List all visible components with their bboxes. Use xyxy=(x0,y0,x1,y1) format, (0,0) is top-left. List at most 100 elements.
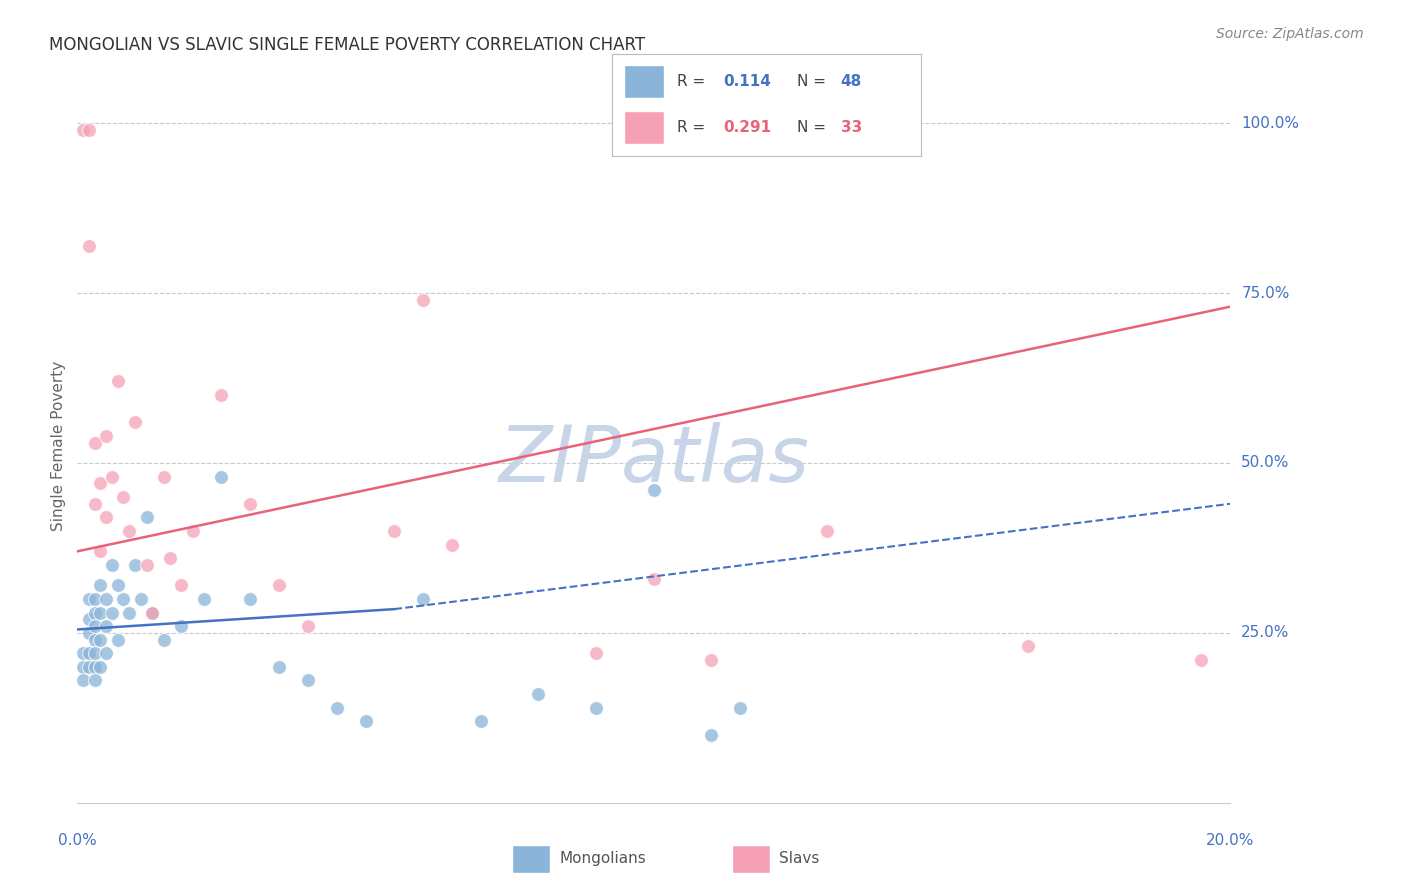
Point xyxy=(96,429,118,443)
Bar xyxy=(731,845,770,873)
Point xyxy=(441,537,464,551)
Text: N =: N = xyxy=(797,120,831,135)
Point xyxy=(72,123,94,137)
Point xyxy=(89,632,111,647)
Point xyxy=(83,619,105,633)
Point xyxy=(96,646,118,660)
Point xyxy=(83,591,105,606)
Point xyxy=(181,524,204,538)
Point xyxy=(107,632,129,647)
Text: 25.0%: 25.0% xyxy=(1241,625,1289,640)
Point xyxy=(159,551,181,566)
Point xyxy=(83,435,105,450)
Bar xyxy=(624,111,664,144)
Point xyxy=(89,660,111,674)
Point xyxy=(83,673,105,688)
Point xyxy=(700,653,723,667)
Point xyxy=(101,606,124,620)
Point xyxy=(124,415,146,429)
Point xyxy=(153,632,174,647)
Text: Source: ZipAtlas.com: Source: ZipAtlas.com xyxy=(1216,27,1364,41)
Point xyxy=(118,606,141,620)
Point xyxy=(101,469,124,483)
Point xyxy=(141,606,163,620)
Point xyxy=(89,578,111,592)
Point xyxy=(77,626,100,640)
Point xyxy=(211,388,233,402)
Point xyxy=(527,687,550,701)
Text: MONGOLIAN VS SLAVIC SINGLE FEMALE POVERTY CORRELATION CHART: MONGOLIAN VS SLAVIC SINGLE FEMALE POVERT… xyxy=(49,36,645,54)
Point xyxy=(124,558,146,572)
Point xyxy=(77,660,100,674)
Point xyxy=(1018,640,1040,654)
Point xyxy=(239,497,262,511)
Point xyxy=(170,578,193,592)
Text: 75.0%: 75.0% xyxy=(1241,285,1289,301)
Point xyxy=(77,646,100,660)
Point xyxy=(1191,653,1213,667)
Point xyxy=(730,700,752,714)
Point xyxy=(141,606,163,620)
Point xyxy=(77,123,100,137)
Text: 33: 33 xyxy=(841,120,862,135)
Point xyxy=(585,700,607,714)
Point xyxy=(83,660,105,674)
Point xyxy=(382,524,406,538)
Bar xyxy=(512,845,550,873)
Point xyxy=(135,558,157,572)
Point xyxy=(585,646,607,660)
Text: 20.0%: 20.0% xyxy=(1206,833,1254,848)
Point xyxy=(83,497,105,511)
Point xyxy=(77,238,100,252)
Text: 100.0%: 100.0% xyxy=(1241,116,1299,131)
Text: N =: N = xyxy=(797,74,831,88)
Point xyxy=(211,469,233,483)
Point xyxy=(643,483,665,498)
Point xyxy=(239,591,262,606)
Point xyxy=(470,714,492,729)
Bar xyxy=(624,65,664,97)
Point xyxy=(96,619,118,633)
Text: 50.0%: 50.0% xyxy=(1241,456,1289,470)
Point xyxy=(267,660,291,674)
Point xyxy=(89,606,111,620)
Text: R =: R = xyxy=(676,120,710,135)
Text: 0.114: 0.114 xyxy=(723,74,770,88)
Point xyxy=(83,632,105,647)
Text: 48: 48 xyxy=(841,74,862,88)
Point xyxy=(107,578,129,592)
Text: Slavs: Slavs xyxy=(779,851,820,866)
Point xyxy=(83,606,105,620)
Point xyxy=(135,510,157,524)
Text: ZIPatlas: ZIPatlas xyxy=(498,422,810,499)
Text: Mongolians: Mongolians xyxy=(560,851,647,866)
Point xyxy=(118,524,141,538)
Point xyxy=(96,510,118,524)
Point xyxy=(267,578,291,592)
Point xyxy=(96,591,118,606)
Point xyxy=(297,673,319,688)
Y-axis label: Single Female Poverty: Single Female Poverty xyxy=(51,361,66,531)
Point xyxy=(83,646,105,660)
Point xyxy=(112,490,135,504)
Point xyxy=(412,591,434,606)
Point xyxy=(112,591,135,606)
Point xyxy=(815,524,838,538)
Point xyxy=(77,612,100,626)
Text: 0.291: 0.291 xyxy=(723,120,770,135)
Point xyxy=(412,293,434,307)
Text: R =: R = xyxy=(676,74,710,88)
Point xyxy=(700,728,723,742)
Point xyxy=(297,619,319,633)
Text: 0.0%: 0.0% xyxy=(58,833,97,848)
Point xyxy=(354,714,377,729)
Point xyxy=(72,660,94,674)
Point xyxy=(107,375,129,389)
Point xyxy=(153,469,174,483)
Point xyxy=(72,673,94,688)
Point xyxy=(325,700,349,714)
Point xyxy=(89,476,111,491)
Point xyxy=(643,572,665,586)
Point xyxy=(129,591,152,606)
Point xyxy=(77,591,100,606)
